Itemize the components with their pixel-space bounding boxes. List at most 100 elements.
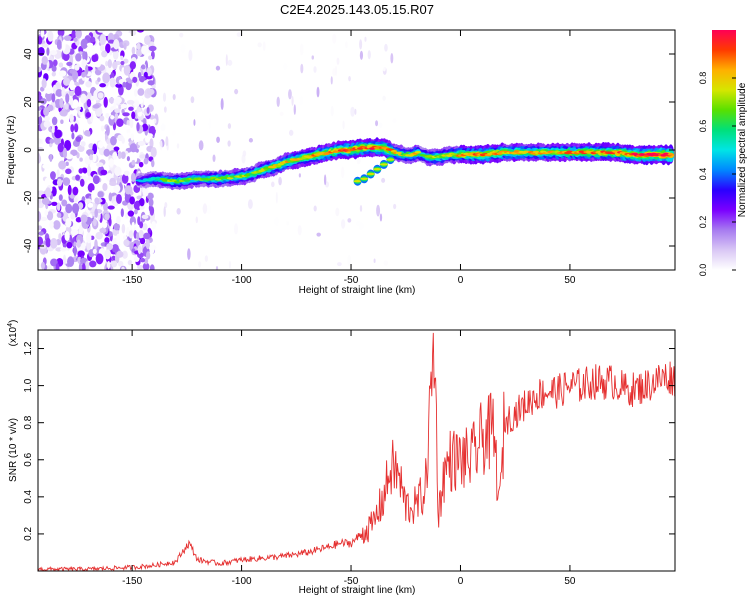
noise-speck [86, 98, 92, 108]
noise-speck [382, 65, 386, 72]
noise-speck [137, 71, 142, 79]
noise-speck [153, 118, 157, 124]
noise-speck [42, 163, 51, 169]
y-tick-label: 20 [23, 96, 34, 108]
noise-speck [132, 100, 140, 108]
noise-speck [113, 222, 120, 231]
noise-speck [363, 64, 368, 72]
noise-speck [148, 55, 153, 61]
noise-speck [62, 132, 67, 138]
noise-speck [283, 63, 288, 70]
noise-speck [176, 143, 180, 149]
noise-speck [38, 115, 43, 125]
noise-speck [143, 71, 148, 78]
noise-speck [91, 190, 96, 202]
noise-speck [71, 30, 76, 40]
noise-speck [91, 54, 98, 63]
noise-speck [82, 168, 88, 174]
noise-speck [116, 177, 120, 186]
noise-speck [99, 227, 107, 234]
noise-speck [141, 123, 149, 132]
y-tick-label: -40 [23, 238, 34, 253]
noise-speck [216, 136, 220, 143]
noise-speck [388, 199, 393, 205]
ridge-blob [226, 177, 234, 180]
noise-speck [99, 44, 105, 52]
x-tick-label: -150 [122, 275, 142, 286]
noise-speck [73, 123, 79, 133]
noise-speck [128, 106, 134, 111]
noise-speck [97, 262, 102, 270]
noise-speck [122, 112, 130, 117]
noise-speck [110, 115, 115, 120]
noise-speck [393, 203, 397, 210]
noise-speck [271, 181, 275, 188]
noise-speck [291, 95, 294, 106]
noise-speck [112, 200, 118, 207]
noise-speck [225, 54, 228, 66]
noise-speck [71, 132, 75, 140]
colorbar-gradient [712, 30, 736, 270]
noise-speck [176, 208, 181, 215]
noise-speck [41, 78, 47, 89]
noise-speck [136, 49, 143, 57]
noise-speck [99, 34, 107, 46]
noise-speck [38, 152, 41, 164]
noise-speck [40, 98, 47, 105]
noise-speck [121, 223, 126, 234]
noise-speck [38, 138, 42, 144]
noise-speck [49, 220, 54, 229]
noise-speck [97, 77, 101, 82]
x-tick-label: 50 [564, 576, 576, 587]
noise-speck [57, 142, 64, 153]
noise-speck [80, 38, 89, 50]
noise-speck [335, 207, 340, 217]
spectral-ridge [135, 137, 675, 191]
noise-speck [359, 50, 364, 60]
noise-speck [101, 50, 108, 58]
noise-speck [187, 248, 191, 261]
noise-speck [89, 260, 97, 268]
noise-speck [107, 39, 115, 44]
noise-speck [198, 261, 202, 268]
noise-speck [136, 30, 144, 33]
noise-speck [380, 131, 384, 141]
noise-speck [116, 233, 121, 244]
noise-speck [278, 176, 282, 186]
noise-speck [97, 141, 104, 149]
x-tick-label: 0 [458, 576, 464, 587]
noise-speck [87, 175, 93, 181]
snr-y-axis: 0.2 0.4 0.6 0.8 1.0 1.2 [23, 341, 675, 541]
noise-speck [92, 104, 100, 109]
noise-speck [180, 44, 186, 53]
noise-speck [121, 137, 125, 144]
noise-speck [137, 111, 142, 117]
noise-speck [126, 156, 130, 162]
noise-speck [112, 33, 120, 40]
noise-speck [90, 95, 95, 102]
noise-speck [59, 110, 68, 117]
noise-speck [61, 199, 68, 207]
noise-speck [52, 84, 57, 94]
noise-speck [87, 182, 95, 193]
noise-speck [67, 250, 74, 257]
noise-speck [102, 72, 111, 84]
noise-speck [313, 205, 317, 212]
x-tick-label: -150 [122, 576, 142, 587]
noise-speck [57, 30, 65, 37]
noise-speck [359, 205, 363, 212]
noise-speck [257, 42, 262, 48]
noise-speck [106, 243, 114, 251]
noise-speck [121, 250, 128, 259]
noise-speck [50, 238, 58, 249]
noise-speck [45, 187, 52, 198]
noise-speck [136, 42, 141, 50]
noise-speck [127, 79, 134, 84]
noise-speck [220, 98, 224, 111]
snr-y-label: SNR (10 * v/v) [8, 418, 19, 482]
noise-speck [56, 169, 60, 178]
noise-speck [122, 235, 128, 240]
noise-speck [356, 220, 361, 227]
noise-speck [78, 168, 84, 174]
noise-speck [164, 202, 168, 209]
